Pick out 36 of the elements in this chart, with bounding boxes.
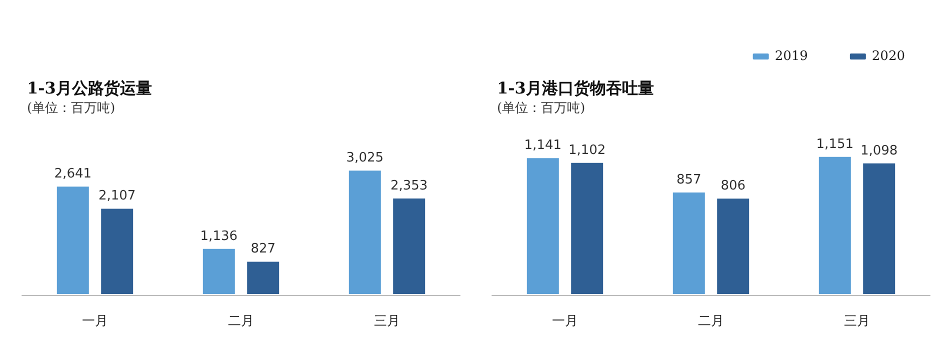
x-tick-label: 一月 [552,314,578,329]
data-label: 1,136 [200,228,238,244]
bar [56,186,90,295]
legend-label: 2019 [774,49,808,64]
data-label: 827 [250,242,276,257]
x-tick-label: 二月 [228,314,254,329]
bar [202,248,236,295]
chart-subtitle: (单位：百万吨) [497,101,586,116]
chart-title: 1-3月公路货运量 [27,78,152,98]
bar [100,208,134,295]
data-label: 2,641 [54,166,92,182]
legend-label: 2020 [872,49,906,64]
bar [348,170,382,295]
data-label: 1,151 [816,136,854,152]
bar [570,162,604,295]
x-tick-label: 二月 [698,314,724,329]
data-label: 2,107 [98,188,136,204]
x-tick-label: 三月 [844,314,870,329]
data-label: 2,353 [390,178,428,194]
x-tick-label: 三月 [374,314,400,329]
bar [526,157,560,295]
x-tick-label: 一月 [82,314,108,329]
chart-title: 1-3月港口货物吞吐量 [497,78,654,98]
data-label: 857 [676,172,702,188]
data-label: 3,025 [346,150,384,166]
bar [246,260,280,295]
bar [862,162,896,295]
bar [818,156,852,295]
data-label: 1,098 [860,143,898,158]
bar [392,198,426,295]
bar [716,198,750,295]
data-label: 806 [720,178,746,194]
data-label: 1,102 [568,142,606,158]
data-label: 1,141 [524,138,562,154]
bar [672,191,706,295]
chart-subtitle: (单位：百万吨) [27,101,116,116]
